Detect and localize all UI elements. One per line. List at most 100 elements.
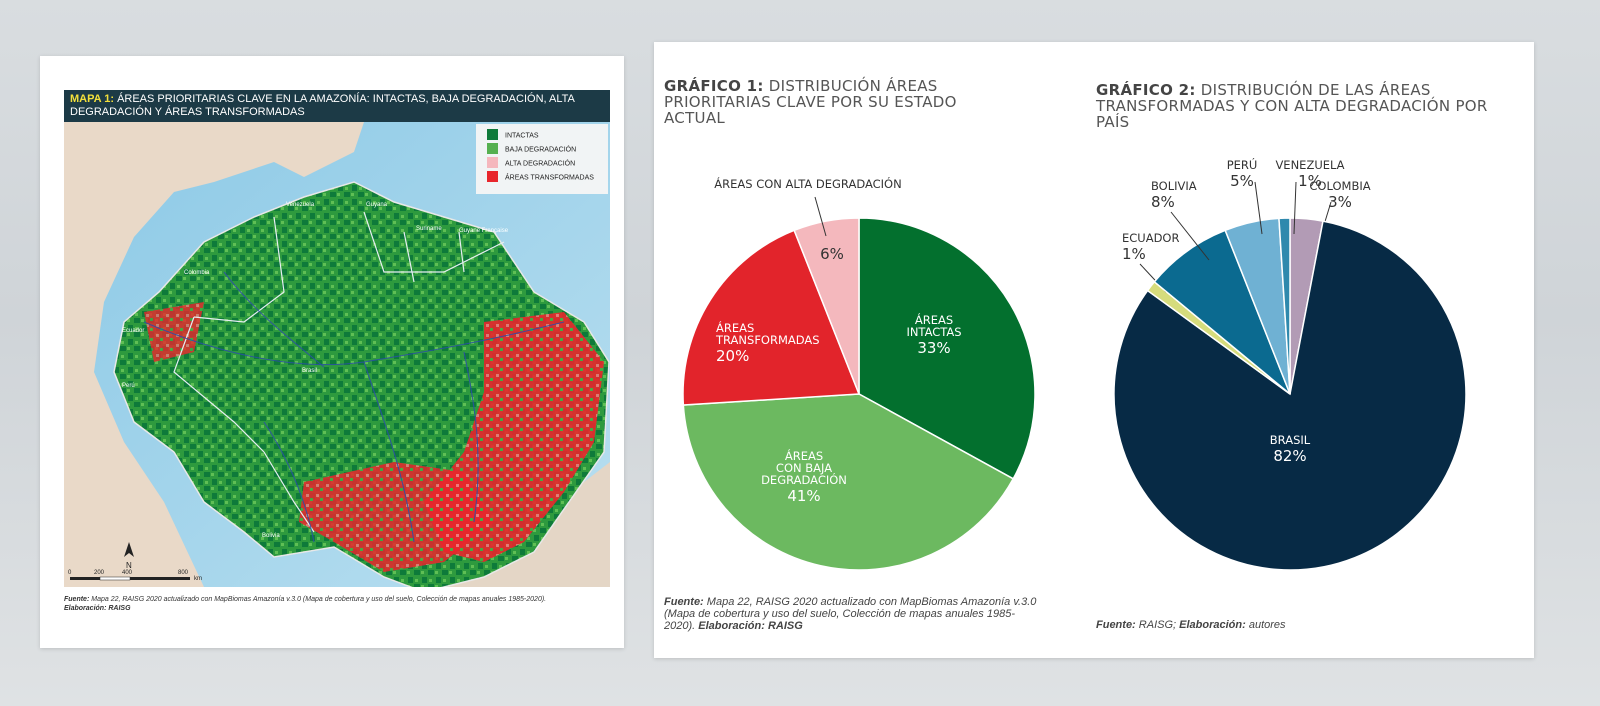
- chart2-slice-brasil: [1113, 220, 1467, 571]
- label-ecuador: Ecuador: [122, 328, 144, 334]
- chart1-label-text-areas-con-baja-degradacion: ÁREAS: [785, 448, 823, 463]
- chart2-slice-venezuela: [1278, 217, 1291, 395]
- amazon-map: Venezuela Guyana Suriname Guyane Françai…: [64, 122, 610, 587]
- scale-800: 800: [178, 570, 189, 576]
- chart2-pct-colombia: 3%: [1328, 193, 1352, 211]
- map-credit: Elaboración: RAISG: [64, 605, 131, 612]
- chart2-pct-bolivia: 8%: [1151, 193, 1175, 211]
- legend-swatch-alta: [487, 157, 498, 168]
- label-venezuela: Venezuela: [286, 202, 315, 208]
- scale-bar: 0 200 400 800 km: [68, 570, 202, 582]
- chart1-credit: Elaboración: RAISG: [698, 620, 803, 632]
- country-borders: [173, 211, 505, 533]
- chart1-label-text-areas-intactas: ÁREAS: [915, 312, 953, 327]
- chart1-extlabel-areas-con-alta-degradacion: ÁREAS CON ALTA DEGRADACIÓN: [714, 176, 901, 191]
- chart2-credit-text: autores: [1248, 619, 1286, 631]
- chart1-slice-areas-transformadas: [682, 229, 861, 406]
- chart1-source-text: Mapa 22, RAISG 2020 actualizado con MapB…: [664, 596, 1037, 632]
- label-bolivia: Bolivia: [262, 533, 280, 539]
- chart1-title: GRÁFICO 1: DISTRIBUCIÓN ÁREAS PRIORITARI…: [664, 78, 1004, 126]
- legend-swatch-baja: [487, 143, 498, 154]
- chart1-label-text-areas-con-baja-degradacion: DEGRADACIÓN: [761, 472, 847, 487]
- north-arrow: N: [124, 542, 134, 570]
- land-west: [64, 122, 364, 587]
- chart1-pct-areas-con-baja-degradacion: 41%: [787, 487, 820, 505]
- chart1-pct-areas-transformadas: 20%: [716, 347, 749, 365]
- chart2-slice-bolivia: [1153, 229, 1291, 395]
- chart2-leader-peru: [1254, 181, 1263, 235]
- legend-label-alta: ALTA DEGRADACIÓN: [505, 159, 575, 168]
- chart2-label-text-colombia: COLOMBIA: [1309, 179, 1370, 193]
- map-panel: MAPA 1: ÁREAS PRIORITARIAS CLAVE EN LA A…: [40, 56, 624, 648]
- scale-0: 0: [68, 570, 72, 576]
- map-source: Fuente: Mapa 22, RAISG 2020 actualizado …: [64, 595, 624, 613]
- label-brasil: Brasil: [302, 368, 317, 374]
- deforestation-west: [144, 302, 204, 362]
- chart2-title: GRÁFICO 2: DISTRIBUCIÓN DE LAS ÁREAS TRA…: [1096, 82, 1506, 130]
- chart1-label-areas-con-alta-degradacion: 6%: [820, 245, 844, 263]
- label-guyane: Guyane Française: [459, 228, 509, 234]
- chart1-pct-areas-con-alta-degradacion: 6%: [820, 245, 844, 263]
- legend-label-baja: BAJA DEGRADACIÓN: [505, 145, 576, 154]
- chart2-leader-bolivia: [1170, 211, 1210, 261]
- chart1-slice-areas-con-alta-degradacion: [793, 217, 860, 395]
- map-legend: INTACTAS BAJA DEGRADACIÓN ALTA DEGRADACI…: [476, 124, 608, 194]
- scale-400: 400: [122, 570, 133, 576]
- chart2-title-label: GRÁFICO 2:: [1096, 81, 1196, 99]
- map-title-label: MAPA 1:: [70, 93, 114, 105]
- north-label: N: [126, 561, 132, 570]
- label-guyana: Guyana: [366, 202, 388, 208]
- map-title-text: ÁREAS PRIORITARIAS CLAVE EN LA AMAZONÍA:…: [70, 93, 575, 118]
- chart1-label-text-areas-con-baja-degradacion: CON BAJA: [776, 461, 832, 475]
- chart2-label-text-peru: PERÚ: [1227, 157, 1258, 172]
- charts-panel: GRÁFICO 1: DISTRIBUCIÓN ÁREAS PRIORITARI…: [654, 42, 1534, 658]
- chart2-source-label: Fuente:: [1096, 619, 1136, 631]
- chart1-leader-areas-con-alta-degradacion: [814, 196, 827, 237]
- chart2-label-text-bolivia: BOLIVIA: [1151, 179, 1197, 193]
- chart2-label-text-ecuador: ECUADOR: [1122, 231, 1179, 245]
- chart2-label-text-brasil: BRASIL: [1270, 433, 1311, 447]
- map-source-text: Mapa 22, RAISG 2020 actualizado con MapB…: [91, 596, 547, 603]
- label-colombia: Colombia: [184, 270, 210, 276]
- map-source-label: Fuente:: [64, 596, 90, 603]
- scale-200: 200: [94, 570, 105, 576]
- chart1-label-text-areas-transformadas: TRANSFORMADAS: [715, 333, 820, 347]
- chart1-source-label: Fuente:: [664, 596, 704, 608]
- chart1-title-text: DISTRIBUCIÓN ÁREAS PRIORITARIAS CLAVE PO…: [664, 77, 957, 127]
- deforestation-arc-south: [299, 462, 494, 572]
- legend-swatch-transformadas: [487, 171, 498, 182]
- label-suriname: Suriname: [416, 226, 442, 232]
- chart2-credit-label: Elaboración:: [1179, 619, 1246, 631]
- scale-unit: km: [194, 576, 202, 582]
- chart2-title-text: DISTRIBUCIÓN DE LAS ÁREAS TRANSFORMADAS …: [1096, 81, 1488, 131]
- chart1-title-label: GRÁFICO 1:: [664, 77, 764, 95]
- chart2-source: Fuente: RAISG; Elaboración: autores: [1096, 619, 1516, 631]
- chart1-source: Fuente: Mapa 22, RAISG 2020 actualizado …: [664, 596, 1044, 632]
- country-labels: Venezuela Guyana Suriname Guyane Françai…: [122, 202, 509, 539]
- chart1-pct-areas-intactas: 33%: [917, 339, 950, 357]
- chart2-leader-venezuela: [1293, 181, 1297, 235]
- label-peru: Perú: [122, 383, 135, 389]
- chart1-label-text-areas-transformadas: ÁREAS: [716, 320, 754, 335]
- north-arrow-icon: [124, 542, 134, 557]
- chart2-pct-venezuela: 1%: [1298, 172, 1322, 190]
- chart1-label-text-areas-intactas: INTACTAS: [906, 325, 961, 339]
- chart2-source-text: RAISG;: [1138, 619, 1177, 631]
- chart2-label-text-venezuela: VENEZUELA: [1275, 158, 1344, 172]
- legend-label-transformadas: ÁREAS TRANSFORMADAS: [505, 173, 594, 182]
- chart2-pct-peru: 5%: [1230, 172, 1254, 190]
- chart1-slice-areas-intactas: [858, 217, 1036, 480]
- legend-label-intactas: INTACTAS: [505, 133, 539, 140]
- chart2-pct-brasil: 82%: [1273, 447, 1306, 465]
- legend-swatch-intactas: [487, 129, 498, 140]
